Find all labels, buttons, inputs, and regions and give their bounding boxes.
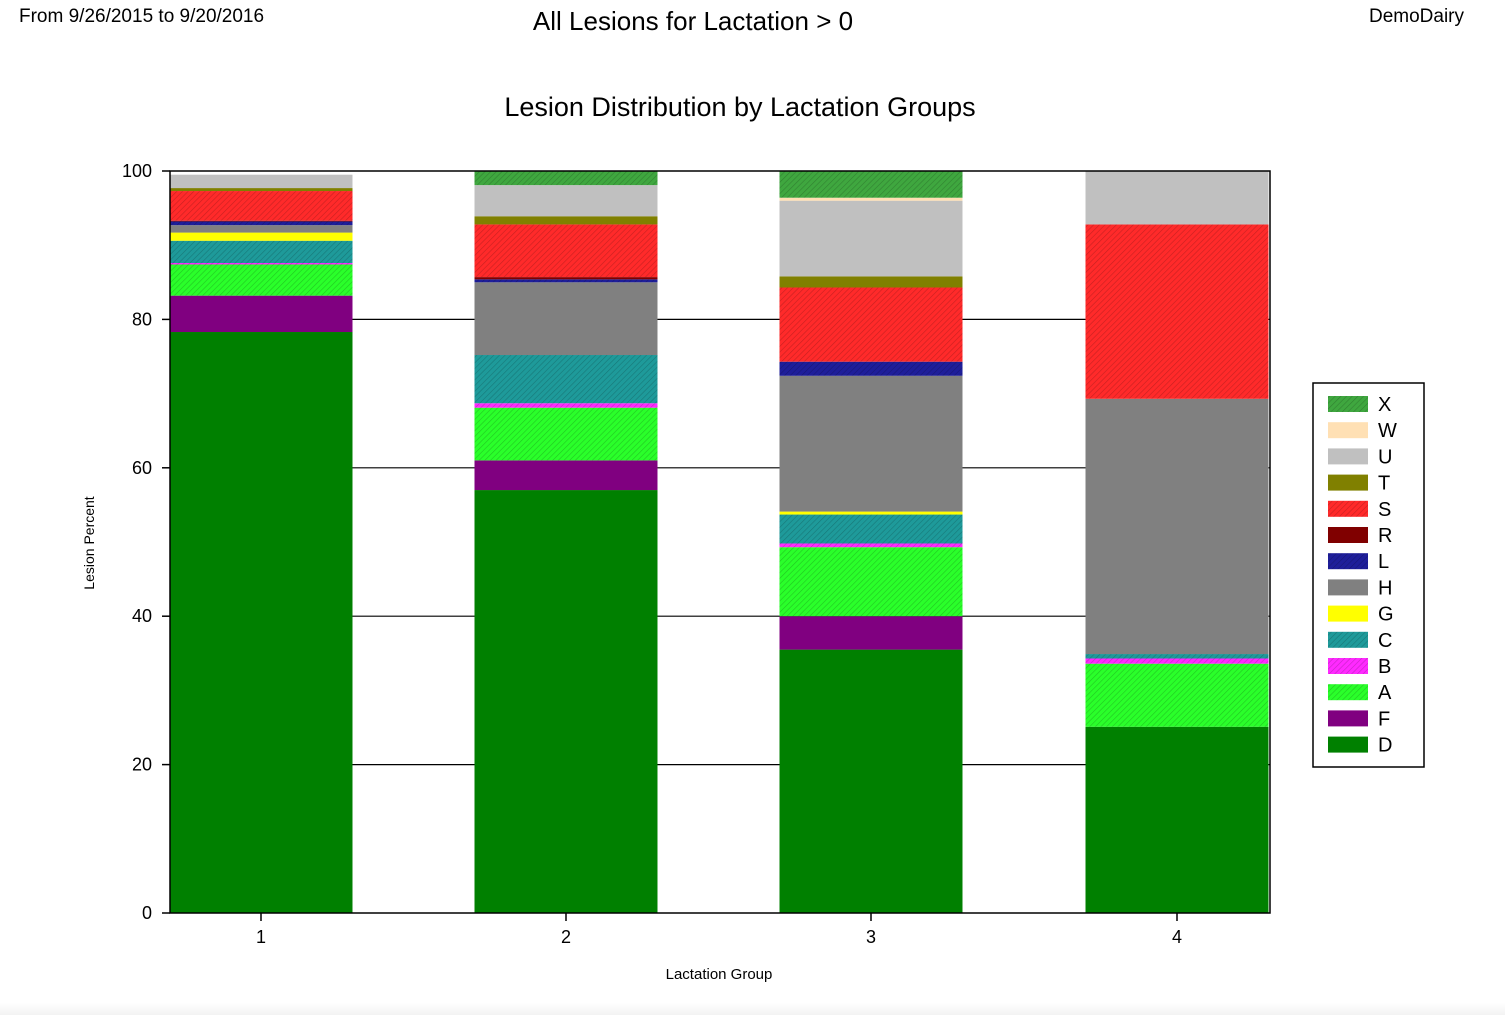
bar-segment-4-b: [1085, 658, 1269, 664]
bar-segment-2-x: [474, 171, 658, 186]
bar-segment-4-d: [1085, 726, 1269, 913]
legend-label-b: B: [1378, 656, 1391, 678]
legend-label-d: D: [1378, 735, 1392, 757]
date-range: From 9/26/2015 to 9/20/2016: [19, 6, 265, 27]
bar-segment-3-c: [779, 514, 963, 544]
legend-swatch-x: [1328, 396, 1368, 412]
legend-label-a: A: [1378, 682, 1392, 704]
bar-segment-2-b: [474, 403, 658, 408]
bar-segment-1-h: [169, 225, 353, 233]
legend-label-c: C: [1378, 630, 1392, 652]
x-axis-label: Lactation Group: [666, 966, 773, 983]
bar-segment-2-u: [474, 185, 658, 217]
bar-segment-3-l: [779, 361, 963, 376]
y-tick-label-60: 60: [132, 458, 152, 478]
bar-segment-3-a: [779, 547, 963, 617]
bar-segment-2-f: [474, 460, 658, 491]
x-tick-label-1: 1: [256, 927, 266, 947]
bar-segment-2-l: [474, 279, 658, 283]
x-tick-label-2: 2: [561, 927, 571, 947]
bar-segment-3-f: [779, 616, 963, 650]
legend-label-g: G: [1378, 604, 1394, 626]
bar-segment-2-a: [474, 407, 658, 461]
bar-segment-3-h: [779, 375, 963, 512]
bar-segment-4-c: [1085, 654, 1269, 659]
legend-label-w: W: [1378, 420, 1397, 442]
page-bottom-edge: [0, 1003, 1505, 1015]
legend-swatch-h: [1328, 579, 1368, 596]
bar-segment-1-a: [169, 264, 353, 296]
legend-swatch-t: [1328, 474, 1368, 491]
legend-swatch-r: [1328, 527, 1368, 543]
legend-swatch-w: [1328, 422, 1368, 439]
bar-segment-1-g: [169, 232, 353, 241]
y-tick-label-40: 40: [132, 606, 152, 626]
legend-label-t: T: [1378, 473, 1390, 495]
y-tick-label-100: 100: [122, 161, 152, 181]
legend-swatch-a: [1328, 684, 1368, 701]
bar-segment-4-a: [1085, 663, 1269, 727]
legend-label-l: L: [1378, 551, 1389, 573]
bar-segment-3-t: [779, 276, 963, 288]
bar-segment-1-s: [169, 191, 353, 221]
bar-segment-4-u: [1085, 171, 1269, 225]
bar-segment-2-r: [474, 277, 658, 280]
bars: [169, 171, 1269, 913]
bar-segment-3-b: [779, 543, 963, 548]
y-tick-label-80: 80: [132, 309, 152, 329]
bar-segment-2-h: [474, 282, 658, 356]
legend-swatch-g: [1328, 605, 1368, 622]
bar-segment-1-d: [169, 332, 353, 913]
bar-segment-3-d: [779, 649, 963, 913]
report-title: All Lesions for Lactation > 0: [532, 6, 854, 36]
bar-segment-1-l: [169, 221, 353, 226]
legend-label-f: F: [1378, 708, 1390, 730]
legend-label-h: H: [1378, 577, 1392, 599]
plot-frame: [169, 170, 1271, 914]
bar-segment-4-s: [1085, 224, 1269, 399]
bar-segment-1-c: [169, 240, 353, 264]
bar-segment-1-t: [169, 188, 353, 192]
legend-label-u: U: [1378, 446, 1392, 468]
legend-swatch-d: [1328, 736, 1368, 753]
y-tick-label-0: 0: [142, 903, 152, 923]
legend-label-r: R: [1378, 525, 1392, 547]
bar-segment-3-u: [779, 200, 963, 277]
bar-segment-1-r: [169, 220, 353, 222]
x-tick-label-4: 4: [1172, 927, 1182, 947]
dairy-name: DemoDairy: [1368, 6, 1464, 27]
legend-label-s: S: [1378, 499, 1391, 521]
legend-swatch-b: [1328, 658, 1368, 674]
bar-segment-3-w: [779, 197, 963, 201]
legend-box: [1312, 382, 1425, 768]
bar-segment-4-h: [1085, 398, 1269, 655]
chart-title: Lesion Distribution by Lactation Groups: [504, 92, 975, 122]
legend-swatch-c: [1328, 631, 1368, 648]
bar-segment-3-x: [779, 171, 963, 198]
bar-segment-1-f: [169, 295, 353, 333]
legend-label-x: X: [1378, 394, 1391, 416]
x-tick-label-3: 3: [866, 927, 876, 947]
bar-segment-2-c: [474, 355, 658, 404]
y-tick-label-20: 20: [132, 755, 152, 775]
legend-swatch-s: [1328, 500, 1368, 517]
bar-segment-3-s: [779, 287, 963, 362]
bar-segment-1-u: [169, 174, 353, 189]
bar-segment-2-d: [474, 490, 658, 913]
legend-swatch-l: [1328, 553, 1368, 570]
bar-segment-1-b: [169, 263, 353, 265]
axes: 0 20 40 60 80 100 1 2 3 4: [122, 161, 1271, 947]
bar-segment-2-t: [474, 216, 658, 225]
legend-swatch-u: [1328, 448, 1368, 465]
y-axis-label: Lesion Percent: [81, 496, 97, 590]
bar-segment-3-g: [779, 511, 963, 515]
bar-segment-2-s: [474, 224, 658, 278]
legend-swatch-f: [1328, 710, 1368, 727]
